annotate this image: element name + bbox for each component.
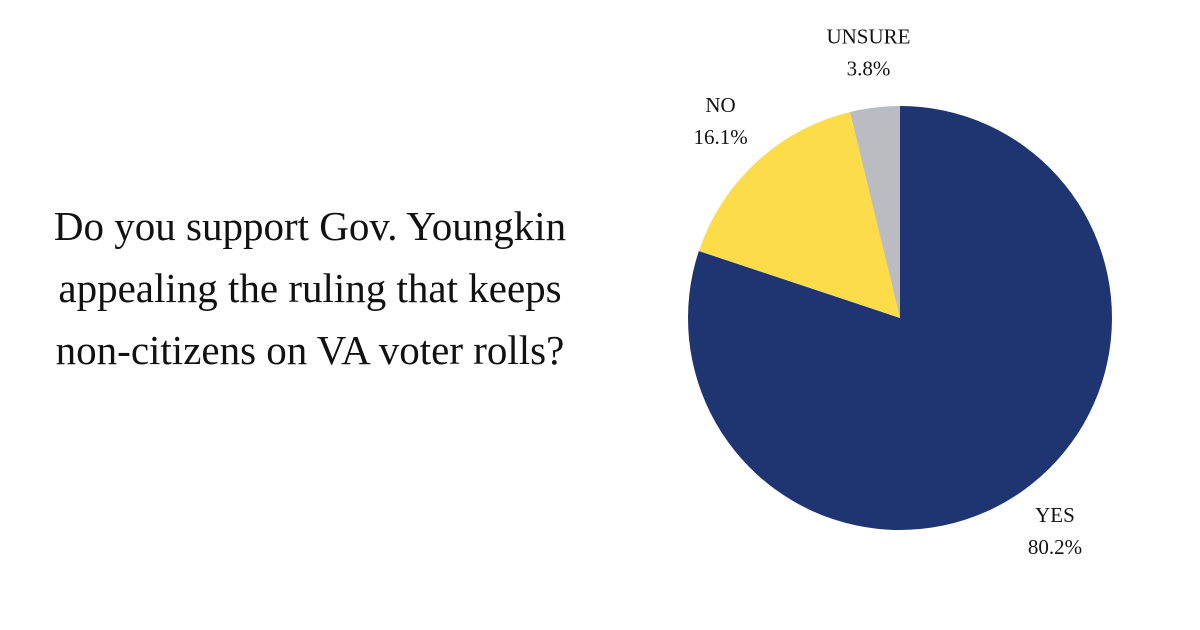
slice-label: UNSURE	[826, 25, 910, 49]
pie-slice	[688, 106, 1112, 530]
value-label: 80.2%	[1028, 535, 1082, 559]
slice-label: YES	[1035, 503, 1075, 527]
pie-slice	[849, 106, 900, 318]
value-label: 16.1%	[693, 125, 747, 149]
chart-title: Do you support Gov. Youngkin appealing t…	[53, 203, 567, 373]
slice-label: NO	[705, 93, 735, 117]
value-label: 3.8%	[847, 57, 891, 81]
pie-slice	[698, 112, 900, 318]
